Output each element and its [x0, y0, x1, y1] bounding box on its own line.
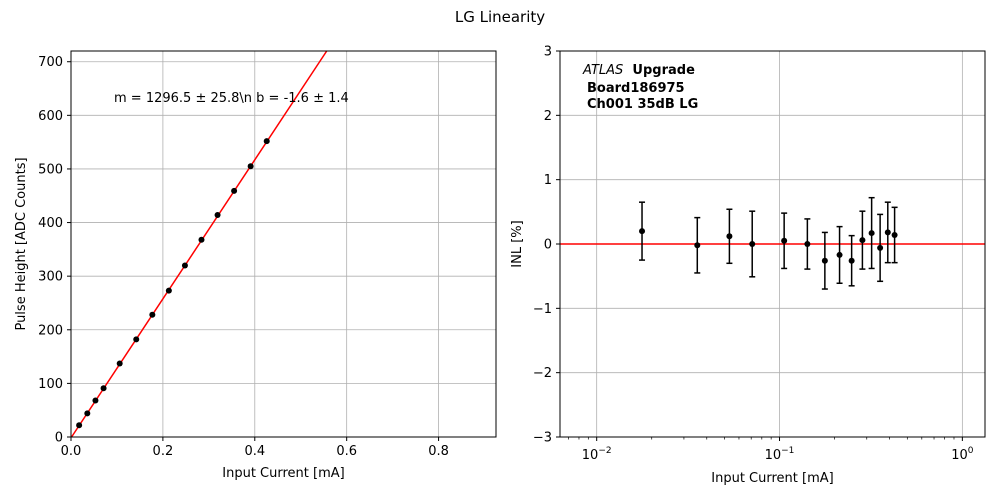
left-x-tick-label: 0.6: [336, 444, 357, 459]
inl-data-point: [848, 257, 855, 264]
left-data-point: [76, 422, 83, 429]
right-y-tick-label: −3: [533, 431, 552, 446]
inl-data-point: [749, 241, 756, 247]
left-data-point: [84, 410, 91, 417]
left-plot-area: [71, 51, 496, 437]
inl-data-point: [891, 231, 898, 238]
inl-data-point: [726, 233, 733, 240]
left-y-tick-label: 700: [38, 55, 63, 70]
atlas-text: ATLAS: [582, 63, 623, 78]
left-data-point: [263, 138, 270, 145]
left-x-tick-label: 0.0: [61, 444, 82, 459]
right-y-tick-label: 2: [544, 109, 552, 124]
left-y-tick-label: 100: [38, 377, 63, 392]
inl-data-point: [859, 237, 866, 244]
board-label: Board186975: [587, 81, 685, 96]
left-data-points: [76, 138, 270, 429]
linearity-plot: 0.0 0.2 0.4 0.6 0.8 0 100 200 300 400 500 600 700 m …: [14, 50, 497, 481]
left-data-point: [92, 397, 99, 404]
upgrade-text: Upgrade: [632, 63, 695, 78]
right-y-tick-label: 0: [544, 238, 552, 253]
left-data-point: [214, 212, 221, 219]
left-y-tick-label: 600: [38, 109, 63, 124]
right-y-tick-label: −1: [533, 302, 552, 317]
inl-data-point: [639, 228, 646, 235]
inl-data-point: [877, 244, 884, 251]
left-ticks: 0.0 0.2 0.4 0.6 0.8 0 100 200 300 400 500 600 700: [38, 55, 449, 459]
right-ticks: 10−2 10−1 100 −3 −2 −1 0 1 2 3: [533, 45, 974, 464]
inl-data-point: [884, 229, 891, 236]
left-y-tick-label: 500: [38, 162, 63, 177]
left-y-tick-label: 300: [38, 270, 63, 285]
left-y-tick-label: 0: [55, 431, 63, 446]
left-y-axis-label: Pulse Height [ADC Counts]: [14, 157, 29, 330]
left-x-axis-label: Input Current [mA]: [222, 466, 344, 481]
figure-title: LG Linearity: [455, 8, 545, 26]
left-data-point: [116, 360, 123, 367]
left-data-point: [149, 311, 156, 318]
left-x-tick-label: 0.2: [153, 444, 174, 459]
inl-data-point: [804, 241, 811, 247]
left-fit-line: [70, 50, 328, 438]
inl-data-point: [868, 230, 875, 237]
right-x-axis-label: Input Current [mA]: [711, 471, 833, 486]
left-y-tick-label: 400: [38, 216, 63, 231]
left-y-tick-label: 200: [38, 323, 63, 338]
inl-data-point: [836, 251, 843, 258]
left-data-point: [247, 163, 254, 170]
left-fit-annotation: m = 1296.5 ± 25.8\n b = -1.6 ± 1.4: [114, 91, 349, 106]
left-x-tick-label: 0.8: [428, 444, 449, 459]
left-data-point: [133, 336, 140, 343]
right-data-points: [639, 196, 898, 290]
inl-data-point: [694, 242, 701, 249]
left-data-point: [165, 287, 172, 294]
atlas-label: ATLAS Upgrade: [582, 63, 695, 78]
left-data-point: [198, 236, 205, 243]
left-x-tick-label: 0.4: [244, 444, 265, 459]
right-y-tick-label: −2: [533, 366, 552, 381]
right-y-tick-label: 3: [544, 45, 552, 60]
right-x-tick-label: 10−2: [582, 446, 612, 463]
left-data-point: [181, 262, 188, 269]
inl-data-point: [781, 237, 788, 244]
left-axes-frame: [70, 50, 497, 438]
right-x-tick-label: 100: [951, 446, 974, 463]
right-x-tick-label: 10−1: [765, 446, 795, 463]
right-y-axis-label: INL [%]: [510, 220, 525, 267]
left-fit-line-group: [70, 50, 328, 438]
inl-data-point: [821, 257, 828, 264]
left-data-point: [100, 385, 107, 392]
right-y-tick-label: 1: [544, 173, 552, 188]
left-data-point: [231, 187, 238, 194]
channel-label: Ch001 35dB LG: [587, 97, 698, 112]
inl-plot: 10−2 10−1 100 −3 −2 −1 0 1 2 3 ATLAS Upgrade Boar…: [510, 45, 986, 486]
